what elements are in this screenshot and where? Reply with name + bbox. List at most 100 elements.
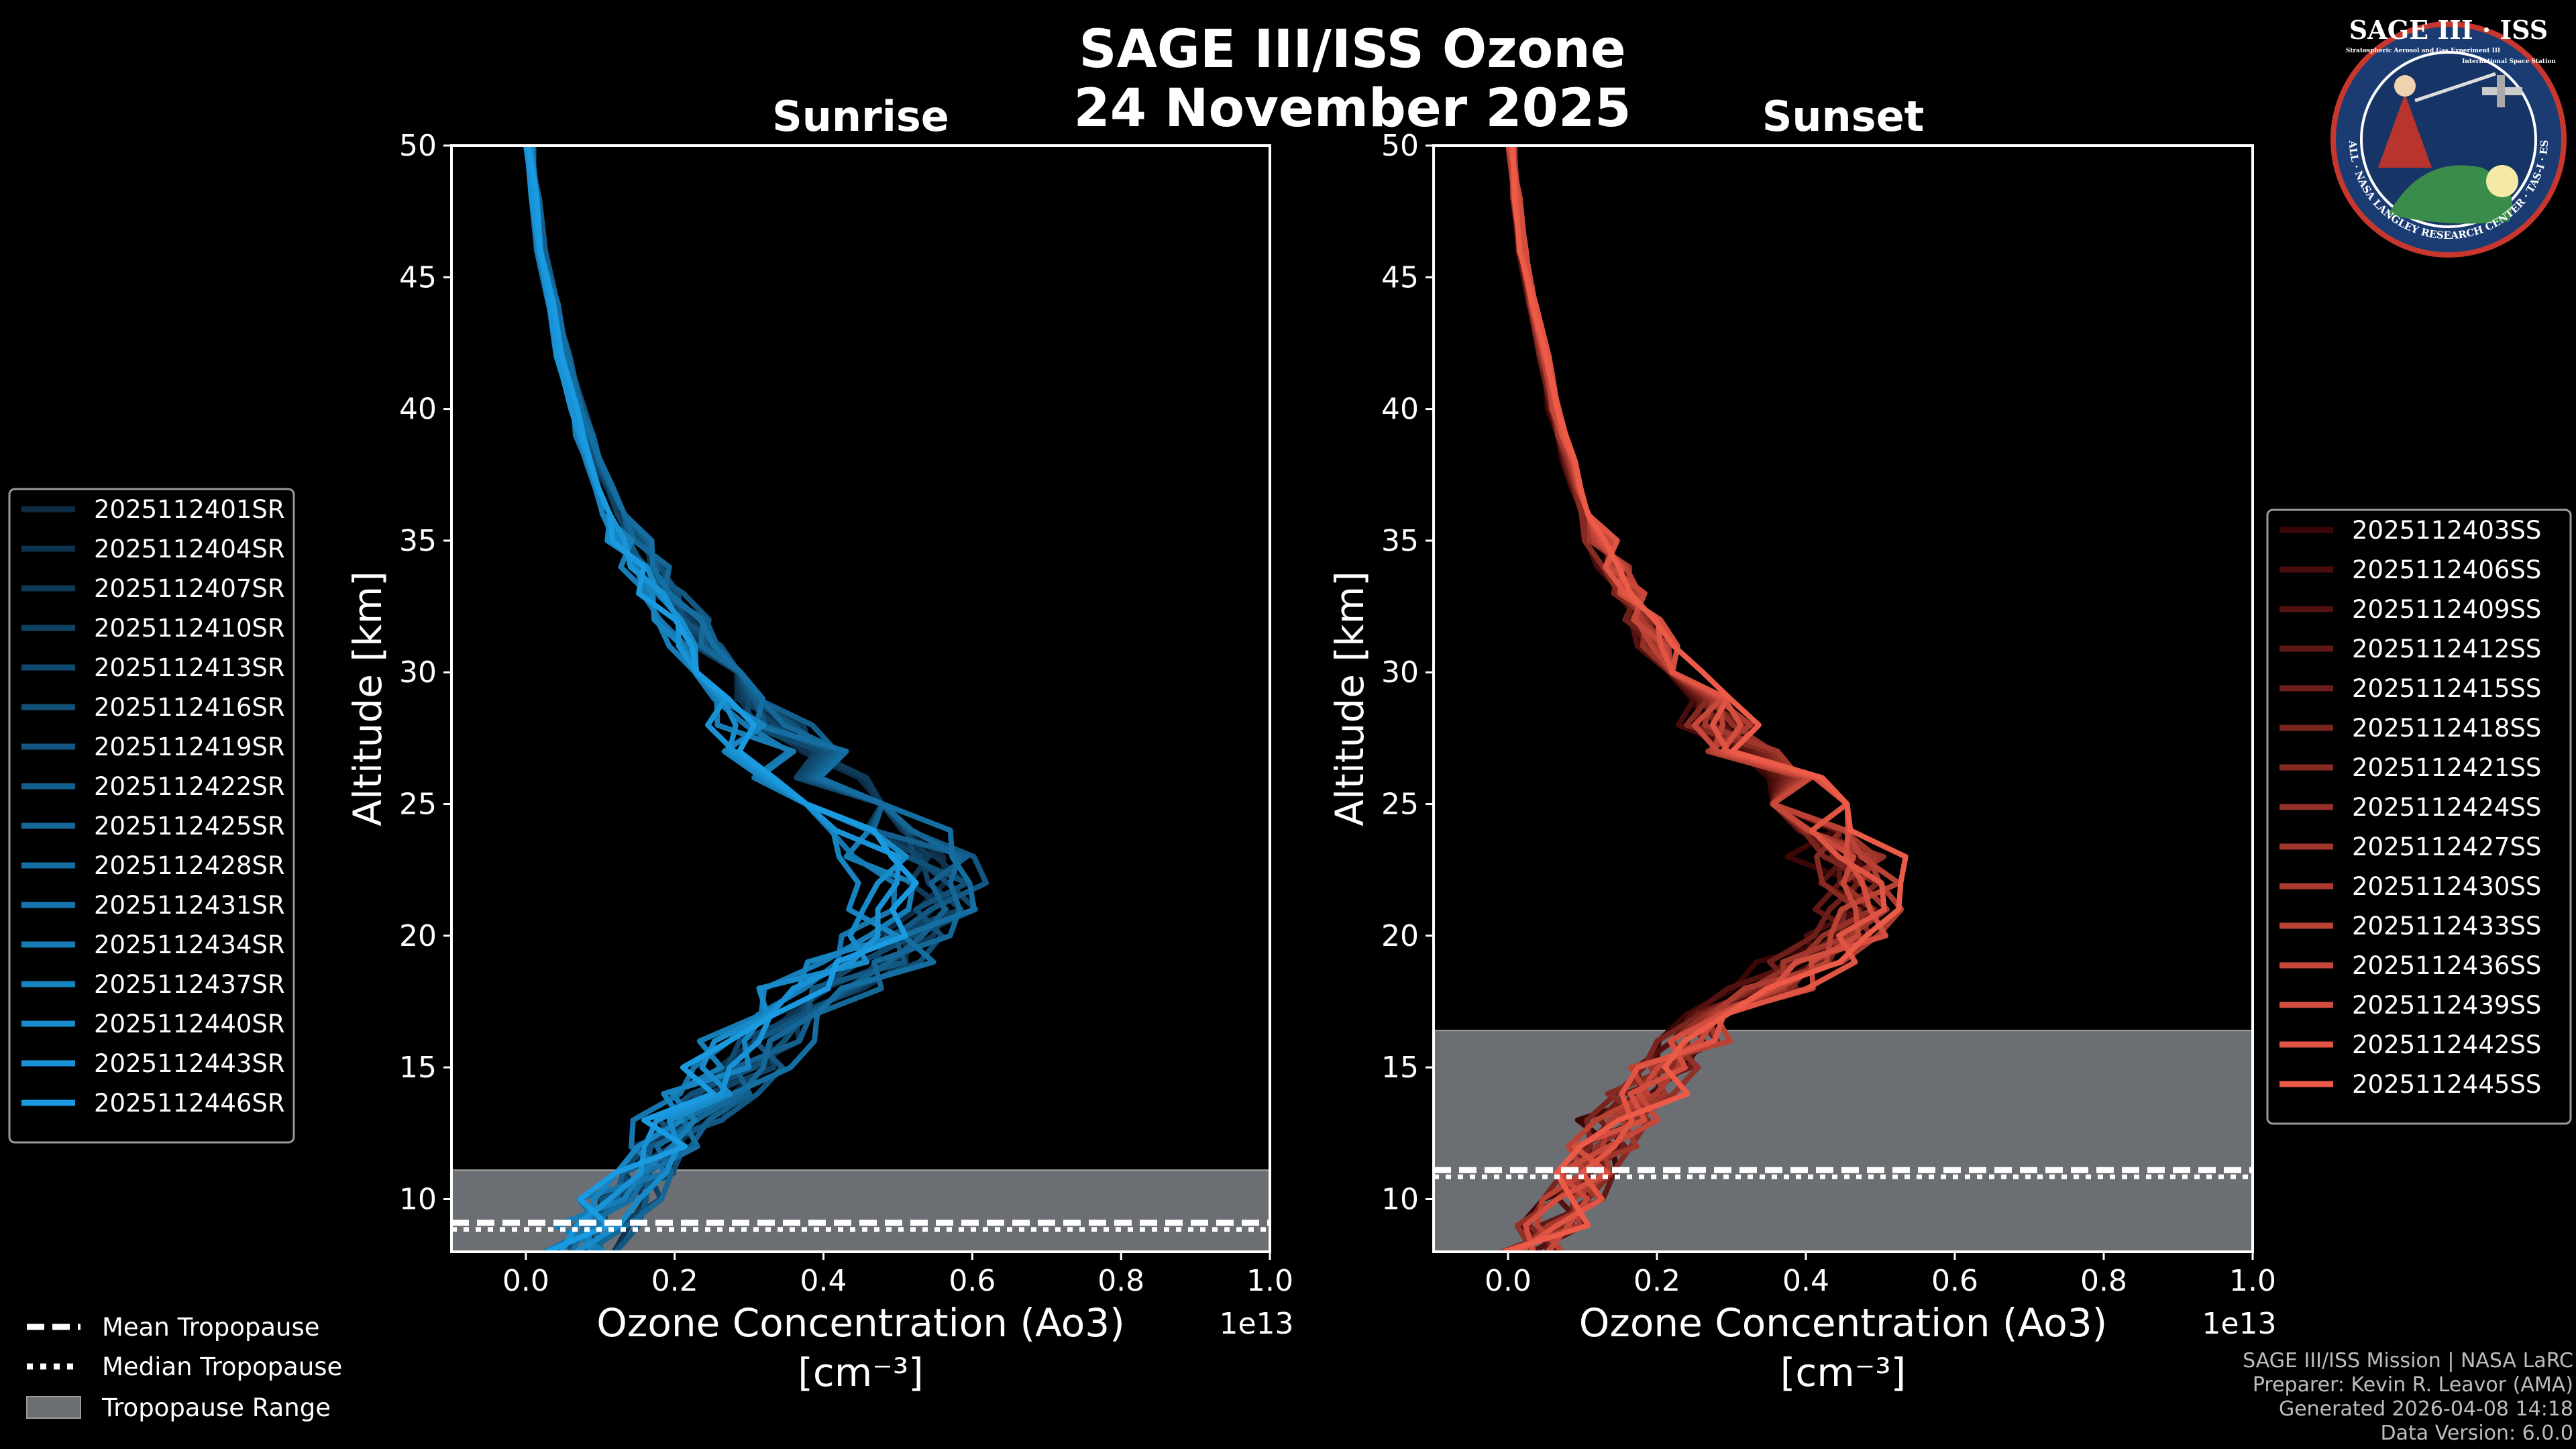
y-tick-label: 15 (1381, 1051, 1419, 1085)
x-tick-label: 0.8 (2080, 1264, 2127, 1298)
legend-label: 2025112409SS (2352, 595, 2541, 624)
legend-label: 2025112446SR (94, 1089, 285, 1118)
legend-label: 2025112413SR (94, 653, 285, 682)
x-tick-label: 1.0 (2229, 1264, 2276, 1298)
legend-label: 2025112404SR (94, 535, 285, 564)
legend-label: 2025112424SS (2352, 793, 2541, 822)
legend-label: 2025112422SR (94, 772, 285, 801)
legend-label: 2025112430SS (2352, 872, 2541, 901)
y-tick-label: 30 (399, 655, 437, 690)
y-tick-label: 40 (399, 392, 437, 427)
legend-label: 2025112401SR (94, 495, 285, 524)
profiles (1501, 146, 1909, 1252)
legend-label: 2025112412SS (2352, 635, 2541, 663)
x-tick-label: 0.6 (1931, 1264, 1978, 1298)
y-axis-label: Altitude [km] (345, 571, 390, 826)
footer-line-1: SAGE III/ISS Mission | NASA LaRC (2243, 1349, 2573, 1373)
x-tick-label: 0.2 (651, 1264, 698, 1298)
x-tick-label: 0.0 (502, 1264, 549, 1298)
sunset-panel: 10 15 20 25 30 35 40 45 50 0.0 0.2 0.4 0.6 0.8 1.0 1e13… (1327, 92, 2572, 1395)
y-tick-label: 15 (399, 1051, 437, 1085)
plot-frame (450, 144, 1271, 1253)
x-axis-unit-label: [cm⁻³] (798, 1350, 924, 1395)
panel-title: Sunset (1762, 92, 1925, 141)
x-tick-label: 0.8 (1097, 1264, 1144, 1298)
footer-line-2: Preparer: Kevin R. Leavor (AMA) (2253, 1373, 2573, 1397)
y-tick-label: 50 (399, 129, 437, 163)
y-tick-label: 20 (1381, 919, 1419, 953)
y-tick-label: 50 (1381, 129, 1419, 163)
y-tick-label: 35 (399, 524, 437, 558)
legend-label: 2025112442SS (2352, 1030, 2541, 1059)
legend-label: 2025112403SS (2352, 516, 2541, 545)
legend-label: 2025112407SR (94, 574, 285, 603)
series-legend: 2025112401SR 2025112404SR 2025112407SR 2025… (8, 488, 295, 1144)
legend-label: 2025112439SS (2352, 991, 2541, 1020)
legend-label: 2025112433SS (2352, 912, 2541, 941)
y-tick-label: 10 (399, 1182, 437, 1216)
y-tick-label: 30 (1381, 655, 1419, 690)
footer-line-4: Data Version: 6.0.0 (2381, 1421, 2573, 1445)
legend-label: 2025112440SR (94, 1010, 285, 1038)
profile-line-2025112443SR (524, 146, 902, 1252)
legend-label: 2025112425SR (94, 812, 285, 841)
legend-label: 2025112410SR (94, 614, 285, 643)
sunrise-panel: 10 15 20 25 30 35 40 45 50 0.0 0.2 0.4 0.6 0.8 1.0 1e13… (8, 92, 1294, 1395)
x-scale-label: 1e13 (2202, 1307, 2276, 1341)
logo-subtitle: Stratospheric Aerosol and Gas Experiment… (2346, 48, 2501, 54)
legend-label: 2025112406SS (2352, 555, 2541, 584)
legend-label: 2025112443SR (94, 1049, 285, 1078)
y-tick-label: 20 (399, 919, 437, 953)
y-tick-label: 45 (1381, 260, 1419, 294)
x-tick-label: 0.2 (1633, 1264, 1680, 1298)
x-tick-label: 1.0 (1246, 1264, 1293, 1298)
x-axis-label: Ozone Concentration (Ao3) (1579, 1300, 2108, 1346)
median-tropopause-label: Median Tropopause (102, 1352, 342, 1381)
logo-title: SAGE III · ISS (2349, 15, 2548, 45)
legend-label: 2025112418SS (2352, 714, 2541, 743)
x-axis-label: Ozone Concentration (Ao3) (596, 1300, 1125, 1346)
tropopause-range-label: Tropopause Range (101, 1393, 331, 1422)
legend-label: 2025112419SR (94, 733, 285, 761)
legend-label: 2025112434SR (94, 930, 285, 959)
legend-label: 2025112427SS (2352, 833, 2541, 861)
logo-right-note: International Space Station (2462, 58, 2556, 65)
x-tick-label: 0.0 (1485, 1264, 1532, 1298)
figure-title-line1: SAGE III/ISS Ozone (1079, 19, 1625, 80)
y-tick-label: 25 (399, 788, 437, 822)
profile-line-2025112445SS (1503, 146, 1909, 1252)
legend-label: 2025112416SR (94, 693, 285, 722)
x-tick-label: 0.6 (949, 1264, 996, 1298)
profile-line-2025112446SR (525, 146, 919, 1252)
x-tick-label: 0.4 (1782, 1264, 1829, 1298)
legend-label: 2025112415SS (2352, 674, 2541, 703)
tropopause-range-swatch (26, 1396, 81, 1419)
plot-frame (1432, 144, 2254, 1253)
globe-icon (2388, 165, 2512, 224)
y-tick-label: 10 (1381, 1182, 1419, 1216)
legend-label: 2025112437SR (94, 970, 285, 999)
tropopause-legend: Mean Tropopause Median Tropopause Tropop… (26, 1313, 342, 1422)
legend-label: 2025112428SR (94, 851, 285, 880)
mean-tropopause-label: Mean Tropopause (102, 1313, 320, 1342)
legend-label: 2025112436SS (2352, 951, 2541, 980)
y-tick-label: 40 (1381, 392, 1419, 427)
series-legend: 2025112403SS 2025112406SS 2025112409SS 2025… (2266, 508, 2572, 1125)
x-tick-label: 0.4 (800, 1264, 847, 1298)
profiles (523, 146, 989, 1252)
y-axis-label: Altitude [km] (1327, 571, 1373, 826)
y-tick-label: 35 (1381, 524, 1419, 558)
x-axis-unit-label: [cm⁻³] (1780, 1350, 1907, 1395)
legend-label: 2025112445SS (2352, 1070, 2541, 1099)
footer: SAGE III/ISS Mission | NASA LaRC Prepare… (2243, 1349, 2573, 1445)
legend-label: 2025112421SS (2352, 753, 2541, 782)
x-scale-label: 1e13 (1219, 1307, 1293, 1341)
astronomer-figure-icon (2378, 94, 2432, 168)
y-tick-label: 45 (399, 260, 437, 294)
y-tick-label: 25 (1381, 788, 1419, 822)
figure-title-line2: 24 November 2025 (1073, 78, 1631, 139)
profile-line-2025112428SR (527, 146, 977, 1252)
legend-label: 2025112431SR (94, 891, 285, 920)
footer-line-3: Generated 2026-04-08 14:18 (2279, 1397, 2573, 1421)
